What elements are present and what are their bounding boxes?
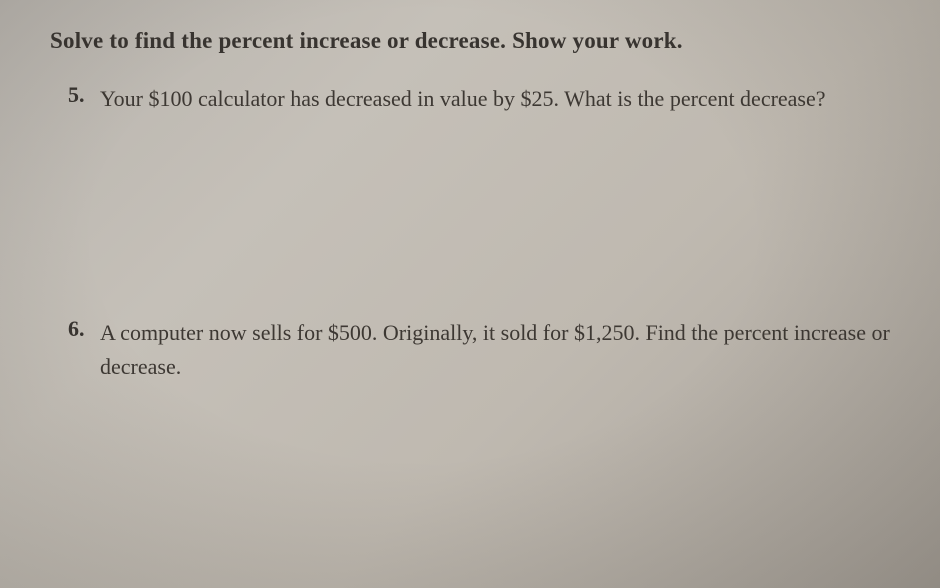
question-6-number: 6. bbox=[68, 316, 100, 342]
question-5-text: Your $100 calculator has decreased in va… bbox=[100, 82, 826, 116]
question-5: 5. Your $100 calculator has decreased in… bbox=[68, 82, 910, 116]
question-5-number: 5. bbox=[68, 82, 100, 108]
question-6: 6. A computer now sells for $500. Origin… bbox=[68, 316, 910, 384]
question-6-text: A computer now sells for $500. Originall… bbox=[100, 316, 900, 384]
worksheet-instruction: Solve to find the percent increase or de… bbox=[50, 28, 910, 54]
